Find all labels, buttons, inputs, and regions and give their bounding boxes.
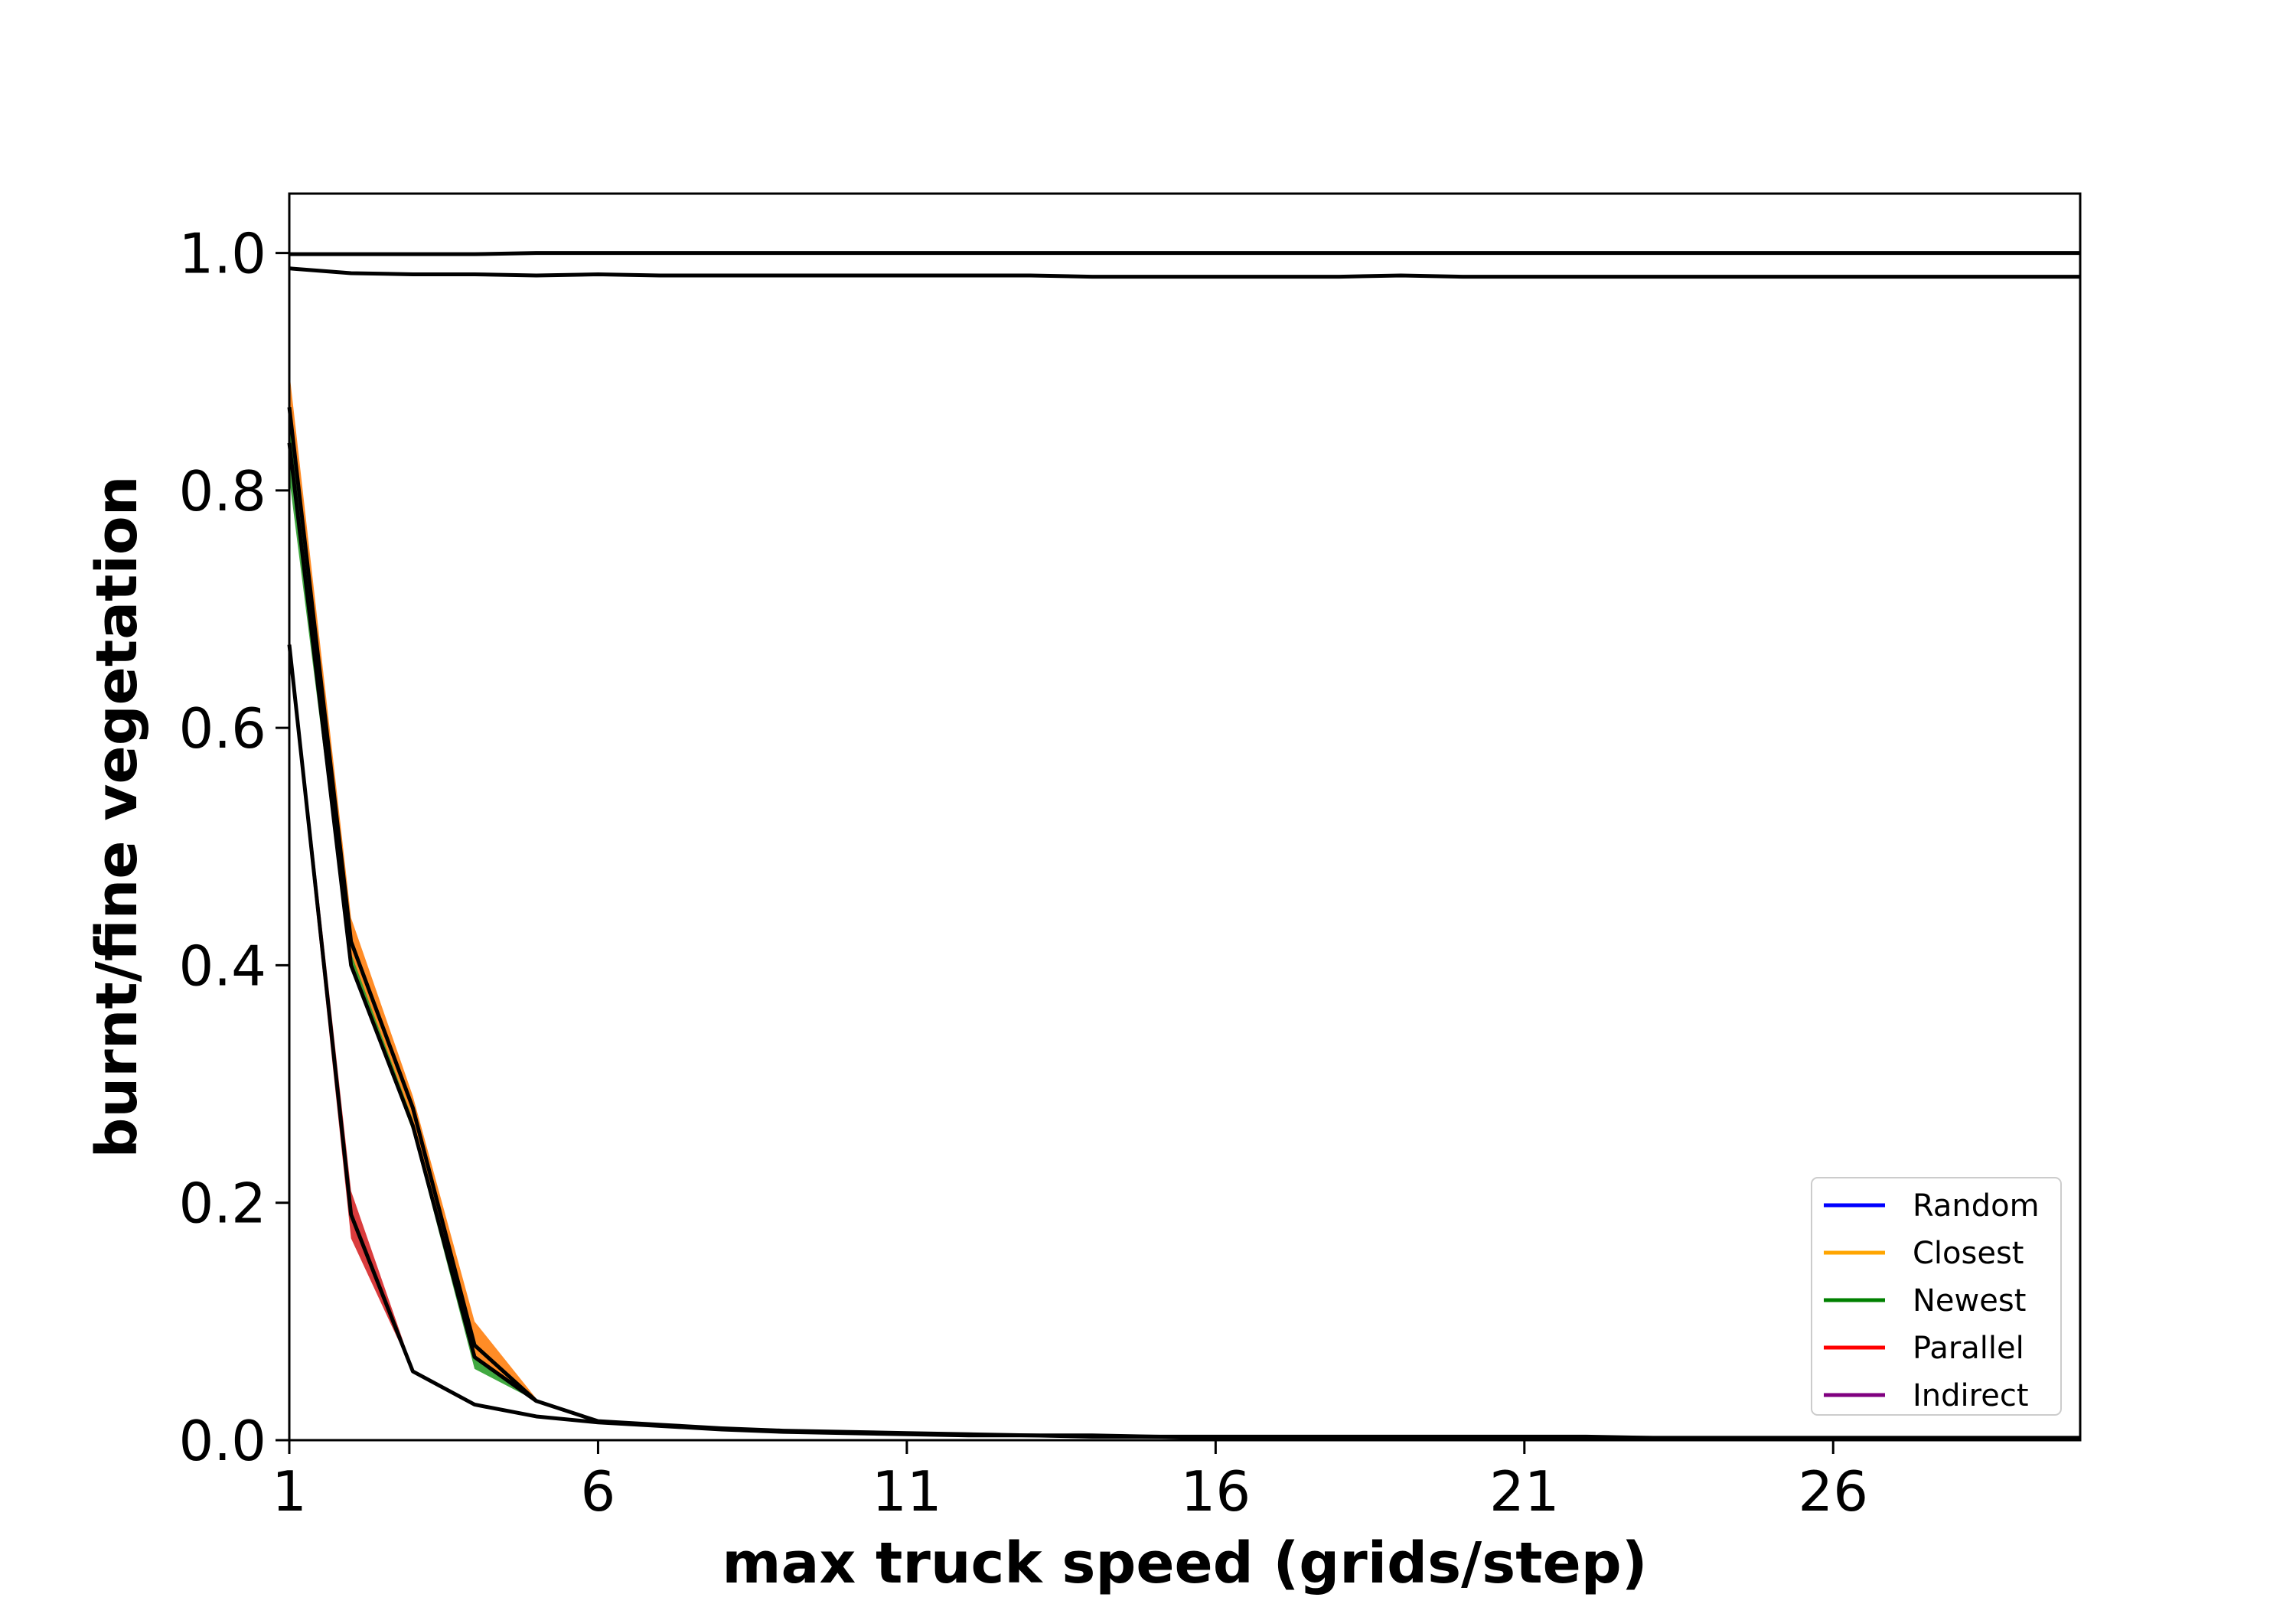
y-axis-ticks: 0.0 0.2 0.4 0.6 0.8 1.0 — [178, 222, 289, 1473]
plot-frame — [288, 192, 2082, 1442]
confidence-bands — [289, 371, 536, 1401]
legend-label-closest: Closest — [1913, 1236, 2024, 1271]
legend-label-parallel: Parallel — [1913, 1331, 2024, 1366]
y-axis-title: burnt/fine vegetation — [84, 476, 150, 1159]
x-axis-ticks: 1 6 11 16 21 26 — [272, 1440, 1868, 1524]
y-tick-label: 0.2 — [178, 1172, 266, 1236]
y-tick-label: 1.0 — [178, 222, 266, 286]
x-tick-label: 21 — [1489, 1459, 1560, 1524]
y-tick-label: 0.4 — [178, 934, 266, 998]
x-tick-label: 26 — [1798, 1459, 1868, 1524]
series-line-0 — [289, 251, 2080, 256]
legend-box — [1811, 1177, 2062, 1416]
y-tick-label: 0.0 — [178, 1409, 266, 1473]
x-axis-title: max truck speed (grids/step) — [722, 1530, 1647, 1596]
y-tick-label: 0.6 — [178, 696, 266, 761]
band-0 — [289, 371, 536, 1401]
y-tick-label: 0.8 — [178, 459, 266, 523]
legend-label-random: Random — [1913, 1188, 2040, 1224]
x-tick-label: 6 — [581, 1459, 616, 1524]
x-tick-label: 16 — [1181, 1459, 1251, 1524]
legend-label-indirect: Indirect — [1913, 1378, 2029, 1413]
x-tick-label: 11 — [872, 1459, 942, 1524]
band-2 — [289, 633, 413, 1372]
legend-label-newest: Newest — [1913, 1283, 2026, 1319]
series-line-1 — [289, 266, 2080, 279]
legend: Random Closest Newest Parallel Indirect — [1811, 1177, 2062, 1416]
x-tick-label: 1 — [272, 1459, 307, 1524]
series-line-3 — [287, 442, 538, 1403]
band-1 — [289, 419, 536, 1401]
series-lines — [287, 251, 2080, 1441]
series-line-4 — [287, 644, 2080, 1441]
